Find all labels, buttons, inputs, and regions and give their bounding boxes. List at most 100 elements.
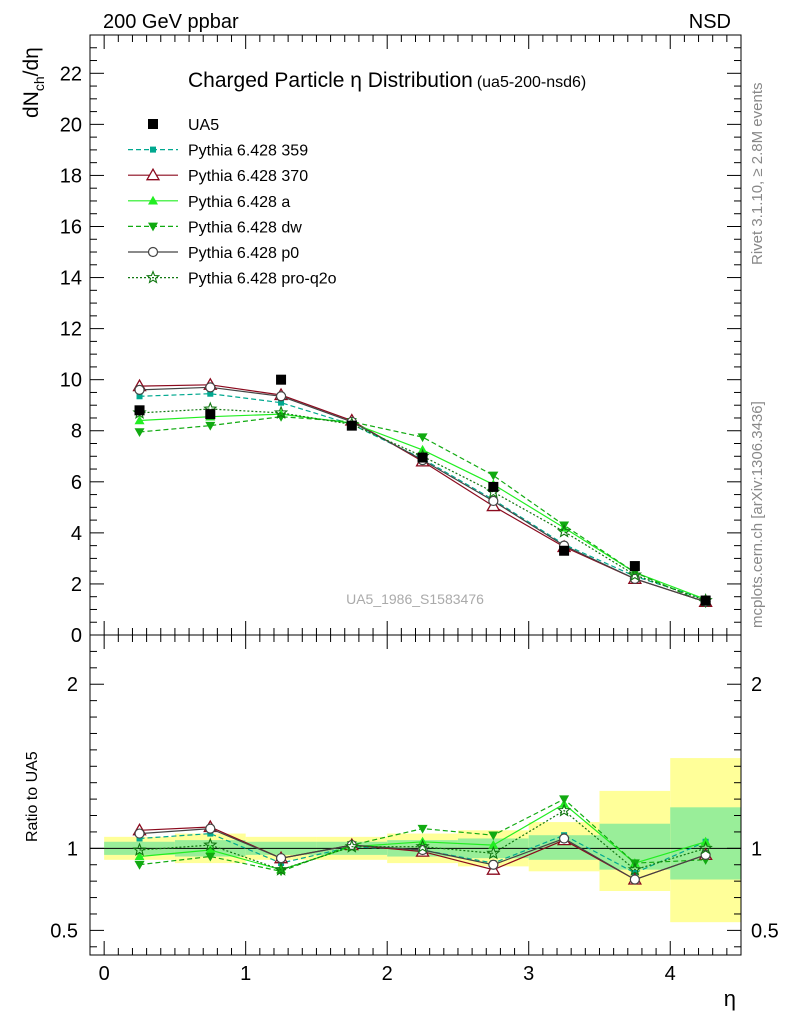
legend-entry-pythia-6-428-dw: Pythia 6.428 dw bbox=[128, 219, 302, 236]
ratio-point-pythia-6-428-pro-q2o bbox=[486, 845, 501, 860]
legend-label: Pythia 6.428 359 bbox=[188, 143, 308, 160]
mcplots-label: mcplots.cern.ch [arXiv:1306.3436] bbox=[749, 401, 766, 628]
main-y-axis-label-sub: ch bbox=[31, 76, 47, 91]
main-point-pythia-6-428-pro-q2o bbox=[627, 567, 643, 582]
main-y-tick-label: 0 bbox=[71, 625, 82, 647]
main-point-pythia-6-428-p0 bbox=[275, 391, 287, 402]
legend-marker bbox=[150, 146, 156, 153]
main-series-ua5 bbox=[134, 374, 711, 606]
main-series-line-pythia-6-428-359 bbox=[139, 393, 706, 600]
main-point-pythia-6-428-359 bbox=[278, 399, 285, 406]
ratio-point-pythia-6-428-dw bbox=[488, 831, 499, 841]
ratio-point-pythia-6-428-dw bbox=[134, 860, 145, 870]
ratio-point-pythia-6-428-pro-q2o bbox=[273, 862, 289, 876]
x-axis-label: η bbox=[724, 986, 736, 1011]
main-point-pythia-6-428-dw bbox=[417, 433, 428, 443]
main-point-ua5 bbox=[488, 481, 499, 492]
ratio-plot-panel: 0.5 0.5 1 1 2 2 0 1 2 3 4 Ratio to UA5 η bbox=[24, 634, 779, 1011]
main-point-ua5 bbox=[205, 409, 216, 420]
legend-label: UA5 bbox=[188, 117, 219, 134]
main-subtitle-text: (ua5-200-nsd6) bbox=[477, 74, 586, 91]
legend-marker bbox=[148, 195, 158, 205]
legend-entry-pythia-6-428-359: Pythia 6.428 359 bbox=[128, 143, 308, 160]
main-point-ua5 bbox=[700, 595, 711, 606]
main-point-pythia-6-428-p0 bbox=[134, 384, 145, 395]
legend-label: Pythia 6.428 pro-q2o bbox=[188, 271, 337, 288]
ratio-point-pythia-6-428-dw bbox=[559, 795, 570, 805]
legend-entry-pythia-6-428-a: Pythia 6.428 a bbox=[128, 194, 290, 211]
legend-label: Pythia 6.428 a bbox=[188, 194, 290, 211]
rivet-label: Rivet 3.1.10, ≥ 2.8M events bbox=[749, 83, 766, 266]
x-tick-label: 1 bbox=[240, 963, 251, 985]
x-tick-label: 2 bbox=[382, 963, 393, 985]
header-right-label: NSD bbox=[689, 11, 731, 33]
legend-entry-pythia-6-428-p0: Pythia 6.428 p0 bbox=[128, 245, 299, 262]
legend-marker bbox=[148, 222, 158, 232]
main-point-ua5 bbox=[559, 545, 570, 556]
main-point-pythia-6-428-p0 bbox=[205, 382, 216, 393]
ratio-x-ticks: 0 1 2 3 4 bbox=[89, 635, 742, 985]
main-y-tick-label: 12 bbox=[60, 319, 82, 341]
main-series-pythia-6-428-dw bbox=[134, 412, 711, 609]
legend: UA5 Pythia 6.428 359 Pythia 6.428 370 Pythi… bbox=[128, 117, 337, 288]
main-title: Charged Particle η Distribution (ua5-200-… bbox=[188, 69, 586, 92]
ratio-point-pythia-6-428-dw bbox=[205, 852, 216, 862]
ratio-point-pythia-6-428-pro-q2o bbox=[627, 862, 643, 876]
main-point-ua5 bbox=[346, 420, 357, 431]
main-y-tick-label: 14 bbox=[60, 268, 82, 290]
main-y-axis-label-tail: /dη bbox=[20, 47, 43, 76]
main-point-pythia-6-428-pro-q2o bbox=[273, 405, 289, 419]
main-title-text: Charged Particle η Distribution bbox=[188, 69, 473, 92]
main-series-pythia-6-428-359 bbox=[136, 390, 709, 603]
main-x-ticks bbox=[89, 35, 742, 635]
main-y-tick-label: 6 bbox=[71, 472, 82, 494]
ratio-y-tick-label: 0.5 bbox=[50, 920, 78, 942]
ratio-point-pythia-6-428-a bbox=[134, 851, 145, 861]
main-y-tick-label: 20 bbox=[60, 114, 82, 136]
main-y-tick-label: 10 bbox=[60, 370, 82, 392]
ratio-y-axis-label: Ratio to UA5 bbox=[24, 751, 41, 842]
main-point-pythia-6-428-359 bbox=[136, 393, 143, 400]
main-y-tick-label: 8 bbox=[71, 421, 82, 443]
ratio-point-pythia-6-428-pro-q2o bbox=[698, 840, 713, 855]
main-point-ua5 bbox=[134, 405, 145, 416]
ratio-y-tick-label: 1 bbox=[67, 838, 78, 860]
legend-label: Pythia 6.428 dw bbox=[188, 219, 302, 236]
ratio-point-pythia-6-428-p0 bbox=[275, 853, 287, 864]
main-point-ua5 bbox=[417, 452, 428, 463]
main-point-pythia-6-428-pro-q2o bbox=[556, 524, 572, 538]
x-tick-label: 0 bbox=[99, 963, 110, 985]
header-left-label: 200 GeV ppbar bbox=[103, 11, 239, 33]
ratio-point-pythia-6-428-pro-q2o bbox=[203, 837, 218, 852]
ratio-y-tick-label-right: 0.5 bbox=[751, 920, 779, 942]
main-point-pythia-6-428-359 bbox=[207, 390, 214, 397]
main-point-pythia-6-428-dw bbox=[205, 421, 216, 431]
ratio-point-pythia-6-428-p0 bbox=[134, 828, 145, 839]
legend-marker bbox=[145, 167, 161, 181]
legend-label: Pythia 6.428 p0 bbox=[188, 245, 299, 262]
main-y-axis-label: dNch/dη bbox=[20, 47, 47, 118]
main-y-tick-label: 18 bbox=[60, 165, 82, 187]
ratio-point-pythia-6-428-a bbox=[205, 844, 216, 854]
ratio-point-pythia-6-428-p0 bbox=[488, 859, 499, 870]
main-point-ua5 bbox=[629, 561, 640, 572]
legend-entry-ua5: UA5 bbox=[148, 117, 219, 134]
main-y-tick-label: 16 bbox=[60, 216, 82, 238]
ratio-point-pythia-6-428-p0 bbox=[629, 874, 640, 885]
main-y-ticks: 0 2 4 6 8 10 12 14 16 18 20 22 bbox=[60, 34, 741, 647]
watermark-label: UA5_1986_S1583476 bbox=[346, 591, 484, 607]
main-point-ua5 bbox=[276, 374, 287, 385]
legend-marker bbox=[148, 119, 158, 129]
legend-label: Pythia 6.428 370 bbox=[188, 168, 308, 185]
legend-entry-pythia-6-428-pro-q2o: Pythia 6.428 pro-q2o bbox=[128, 270, 337, 288]
main-point-pythia-6-428-dw bbox=[134, 428, 145, 438]
ratio-y-tick-label: 2 bbox=[67, 674, 78, 696]
main-series-group bbox=[132, 374, 713, 609]
main-y-tick-label: 2 bbox=[71, 574, 82, 596]
main-point-pythia-6-428-p0 bbox=[488, 495, 499, 507]
ratio-point-pythia-6-428-pro-q2o bbox=[344, 839, 359, 853]
ratio-point-pythia-6-428-dw bbox=[417, 824, 428, 834]
main-point-pythia-6-428-dw bbox=[488, 471, 499, 481]
legend-marker bbox=[145, 270, 161, 284]
